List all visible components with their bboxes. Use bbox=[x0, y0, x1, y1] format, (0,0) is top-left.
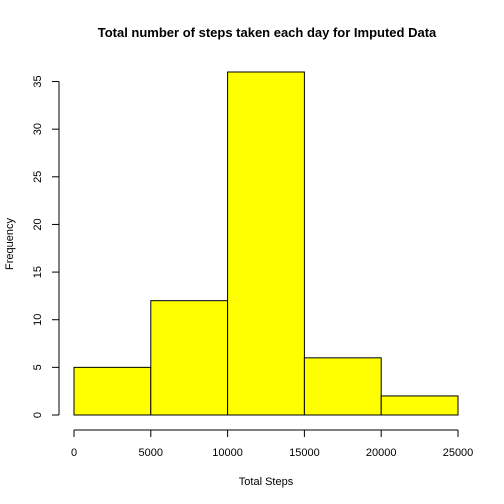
y-tick-label-5: 25 bbox=[32, 171, 44, 183]
y-tick-label-3: 15 bbox=[32, 266, 44, 278]
y-tick-label-4: 20 bbox=[32, 218, 44, 230]
x-tick-label-5: 25000 bbox=[443, 447, 474, 459]
histogram-bar-0 bbox=[73, 366, 152, 416]
histogram-bar-4 bbox=[380, 395, 459, 416]
x-tick-label-2: 10000 bbox=[212, 447, 243, 459]
x-axis: 0 5000 10000 15000 20000 25000 bbox=[71, 429, 474, 459]
y-tick-label-0: 0 bbox=[32, 412, 44, 418]
bars-group bbox=[73, 71, 459, 416]
y-tick-label-6: 30 bbox=[32, 123, 44, 135]
histogram-bar-1 bbox=[150, 300, 229, 416]
x-tick-label-1: 5000 bbox=[139, 447, 163, 459]
x-tick-label-0: 0 bbox=[71, 447, 77, 459]
chart-title: Total number of steps taken each day for… bbox=[98, 25, 437, 40]
y-axis-label: Frequency bbox=[4, 218, 16, 270]
x-axis-label: Total Steps bbox=[239, 476, 294, 488]
y-axis: 0 5 10 15 20 25 30 35 bbox=[32, 75, 60, 418]
histogram-bar-2 bbox=[227, 71, 305, 416]
histogram-bar-3 bbox=[303, 357, 382, 416]
x-tick-label-4: 20000 bbox=[366, 447, 397, 459]
y-tick-label-7: 35 bbox=[32, 75, 44, 87]
x-tick-label-3: 15000 bbox=[289, 447, 320, 459]
y-tick-label-1: 5 bbox=[32, 364, 44, 370]
y-tick-label-2: 10 bbox=[32, 314, 44, 326]
